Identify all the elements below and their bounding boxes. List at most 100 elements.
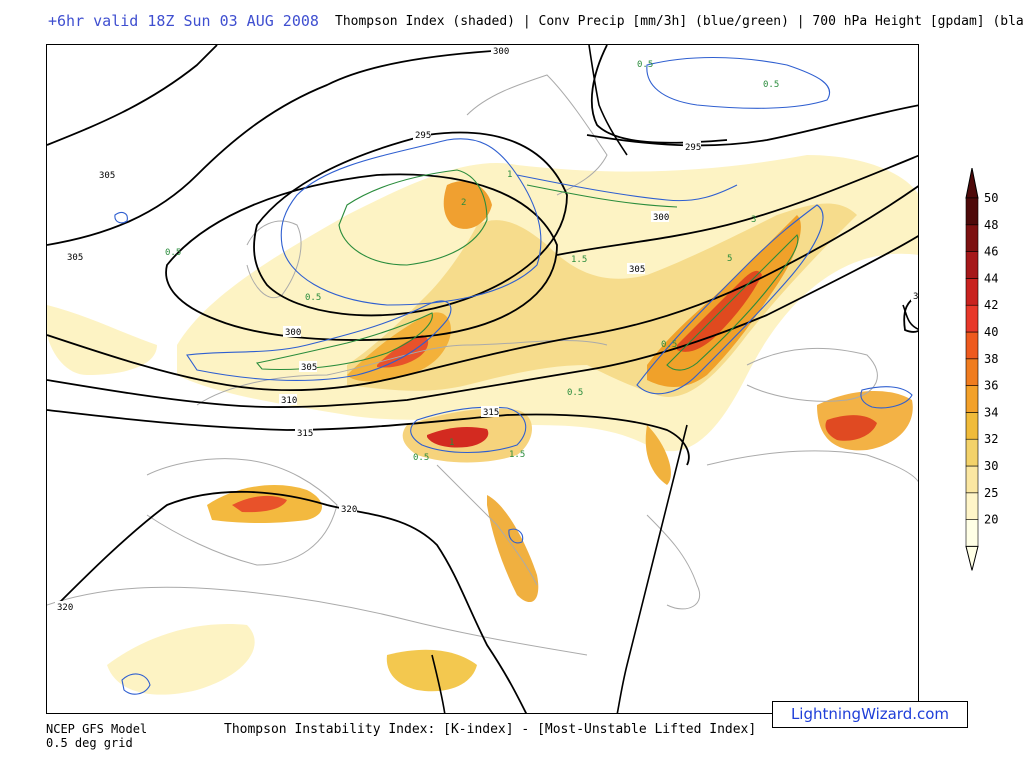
colorbar-swatch: [965, 197, 979, 226]
shading-turkey-red: [825, 415, 877, 441]
contour-300-ne: [590, 45, 728, 144]
svg-text:3: 3: [913, 292, 918, 302]
fields-description: Thompson Index (shaded) | Conv Precip [m…: [335, 14, 1024, 29]
colorbar: 50 48 46 44 42 40 38 36 34 32 30 25 20: [956, 167, 1016, 598]
weather-map: 300 305 305 295 295 300 305 300 305 310 …: [46, 44, 919, 714]
colorbar-swatch: [965, 492, 979, 520]
height-label-item: 315: [295, 427, 313, 439]
precip-east-band: [636, 204, 824, 395]
coast-italy: [436, 464, 538, 586]
svg-text:300: 300: [285, 328, 301, 338]
colorbar-swatch: [965, 412, 979, 440]
colorbar-tick-label: 20: [984, 513, 998, 527]
brand-link[interactable]: LightningWizard.com: [772, 701, 968, 728]
svg-text:320: 320: [341, 505, 357, 515]
precip-label: 0.5: [567, 388, 583, 398]
coast-europe: [196, 340, 608, 406]
colorbar-tick-label: 50: [984, 191, 998, 205]
svg-text:305: 305: [301, 363, 317, 373]
conv-precip-contours: [114, 56, 913, 695]
svg-text:305: 305: [67, 253, 83, 263]
colorbar-svg: 50 48 46 44 42 40 38 36 34 32 30 25 20: [965, 167, 998, 571]
svg-text:305: 305: [629, 265, 645, 275]
shading-italy: [487, 495, 539, 603]
height-label-item: 300: [283, 326, 301, 338]
precip-label: 0.5: [763, 80, 779, 90]
height-label-item: 305: [97, 169, 115, 181]
colorbar-swatch: [965, 519, 979, 547]
precip-north-blob: [280, 138, 542, 306]
contour-305-west: [47, 49, 508, 246]
precip-italy-cell: [508, 528, 524, 544]
colorbar-swatch: [965, 385, 979, 413]
contour-300-loop: [165, 173, 558, 341]
coast-scandinavia: [466, 74, 608, 196]
precip-label: 3: [751, 215, 756, 225]
height-labels: 300 305 305 295 295 300 305 300 305 310 …: [55, 45, 918, 613]
colorbar-swatch: [965, 438, 979, 467]
svg-text:305: 305: [99, 171, 115, 181]
precip-label: 1: [449, 438, 454, 448]
bold-boundaries: [431, 45, 918, 713]
precip-east-band-core: [666, 234, 799, 371]
precip-arc-east: [516, 174, 738, 202]
coast-black-sea: [746, 347, 878, 402]
precip-label: 0.5: [661, 340, 677, 350]
precip-label: 1: [507, 170, 512, 180]
precip-labels: 0.5 0.5 0.5 0.5 1 1.5 2 3 5 0.5 0.5 1 1.…: [165, 60, 779, 463]
precip-label: 0.5: [165, 248, 181, 258]
colorbar-tick-label: 48: [984, 218, 998, 232]
contour-295-loop: [253, 131, 568, 317]
contour-300-east: [556, 154, 918, 256]
precip-arc-east-2: [526, 184, 678, 208]
colorbar-tick-label: 25: [984, 486, 998, 500]
boundary-gulf: [588, 45, 628, 156]
height-label-item: 300: [651, 211, 669, 223]
boundary-east: [616, 424, 688, 713]
precip-west-cell: [114, 212, 128, 224]
height-label-item: 305: [299, 361, 317, 373]
precip-label: 0.5: [413, 453, 429, 463]
height-label-item: 305: [65, 251, 83, 263]
svg-text:315: 315: [483, 408, 499, 418]
precip-label: 1.5: [509, 450, 525, 460]
colorbar-tick-label: 38: [984, 352, 998, 366]
height-label-item: 320: [55, 601, 73, 613]
precip-label: 0.5: [305, 293, 321, 303]
colorbar-tick-label: 46: [984, 245, 998, 259]
shading-alps-red: [427, 427, 489, 448]
colorbar-swatch: [965, 331, 979, 360]
coastlines: [47, 74, 918, 656]
height-label-item: 315: [481, 406, 499, 418]
svg-text:315: 315: [297, 429, 313, 439]
shading-balkans: [645, 425, 671, 485]
colorbar-swatch: [965, 224, 979, 252]
boundary-africa: [431, 654, 446, 713]
svg-text:320: 320: [57, 603, 73, 613]
shading-africa-west: [107, 624, 255, 695]
shading-spain-red: [232, 495, 287, 513]
precip-label: 0.5: [637, 60, 653, 70]
contour-300-west: [47, 45, 218, 146]
contour-310: [47, 235, 918, 408]
precip-turkey: [860, 386, 913, 409]
colorbar-top-arrow: [965, 167, 979, 199]
contour-305-central: [47, 185, 918, 392]
precip-alps: [410, 406, 527, 454]
coast-greece: [646, 514, 701, 610]
coast-turkey: [706, 450, 918, 483]
colorbar-tick-label: 32: [984, 432, 998, 446]
contour-295-east: [586, 104, 918, 147]
height-label-item: 3: [911, 290, 918, 302]
height-label-item: 310: [279, 394, 297, 406]
svg-text:300: 300: [653, 213, 669, 223]
shading-africa-east: [386, 649, 477, 692]
map-canvas: 300 305 305 295 295 300 305 300 305 310 …: [47, 45, 918, 713]
model-info: NCEP GFS Model 0.5 deg grid: [46, 722, 147, 750]
colorbar-tick-label: 30: [984, 459, 998, 473]
precip-central-core: [255, 312, 433, 371]
precip-label: 2: [461, 198, 466, 208]
coast-north-africa: [47, 586, 588, 656]
valid-time-title: +6hr valid 18Z Sun 03 AUG 2008: [48, 12, 319, 30]
svg-text:295: 295: [685, 143, 701, 153]
